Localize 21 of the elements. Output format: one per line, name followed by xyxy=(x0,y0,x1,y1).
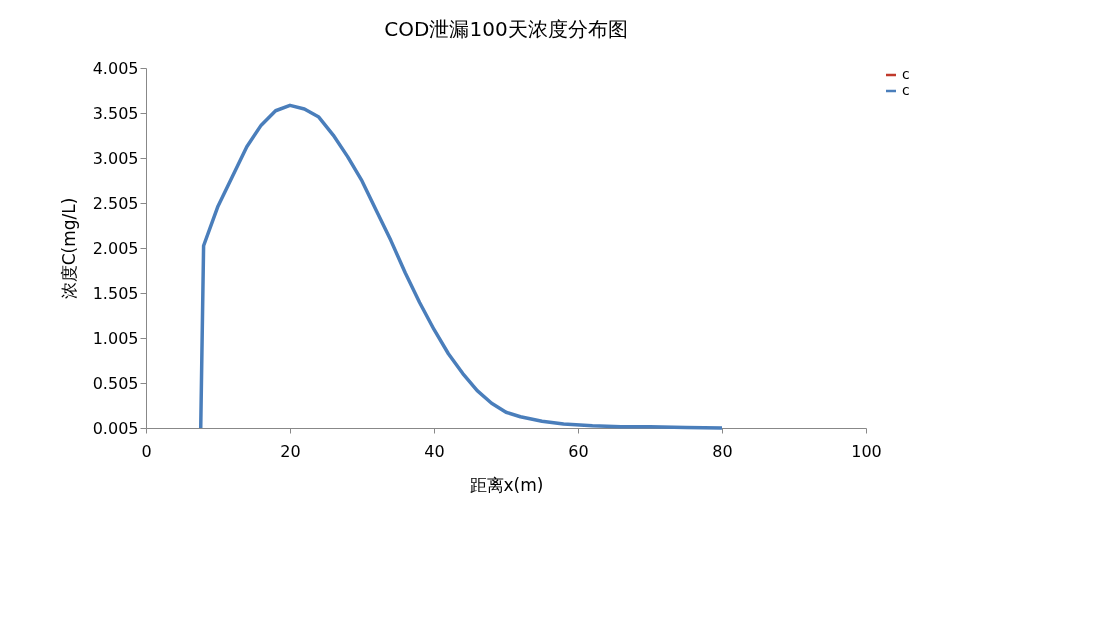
y-tick-label: 0.005 xyxy=(92,418,139,438)
chart-title: COD泄漏100天浓度分布图 xyxy=(384,17,628,41)
y-tick-label: 3.505 xyxy=(92,103,139,123)
x-tick-label: 20 xyxy=(280,441,301,461)
y-tick-label: 3.005 xyxy=(92,148,139,168)
x-tick-label: 80 xyxy=(712,441,733,461)
x-axis-title: 距离x(m) xyxy=(469,474,544,495)
y-tick-label: 1.005 xyxy=(92,328,139,348)
y-tick-label: 2.005 xyxy=(92,238,139,258)
y-tick-label: 2.505 xyxy=(92,193,139,213)
legend-label: c xyxy=(902,66,910,82)
line-series xyxy=(198,103,724,430)
x-tick-label: 40 xyxy=(424,441,445,461)
y-axis-title: 浓度C(mg/L) xyxy=(58,197,79,300)
x-tick-label: 100 xyxy=(851,441,882,461)
legend-label: c xyxy=(902,82,910,98)
y-tick-label: 0.505 xyxy=(92,373,139,393)
x-tick-label: 0 xyxy=(141,441,152,461)
y-tick-label: 4.005 xyxy=(92,58,139,78)
x-tick-label: 60 xyxy=(568,441,589,461)
y-tick-label: 1.505 xyxy=(92,283,139,303)
